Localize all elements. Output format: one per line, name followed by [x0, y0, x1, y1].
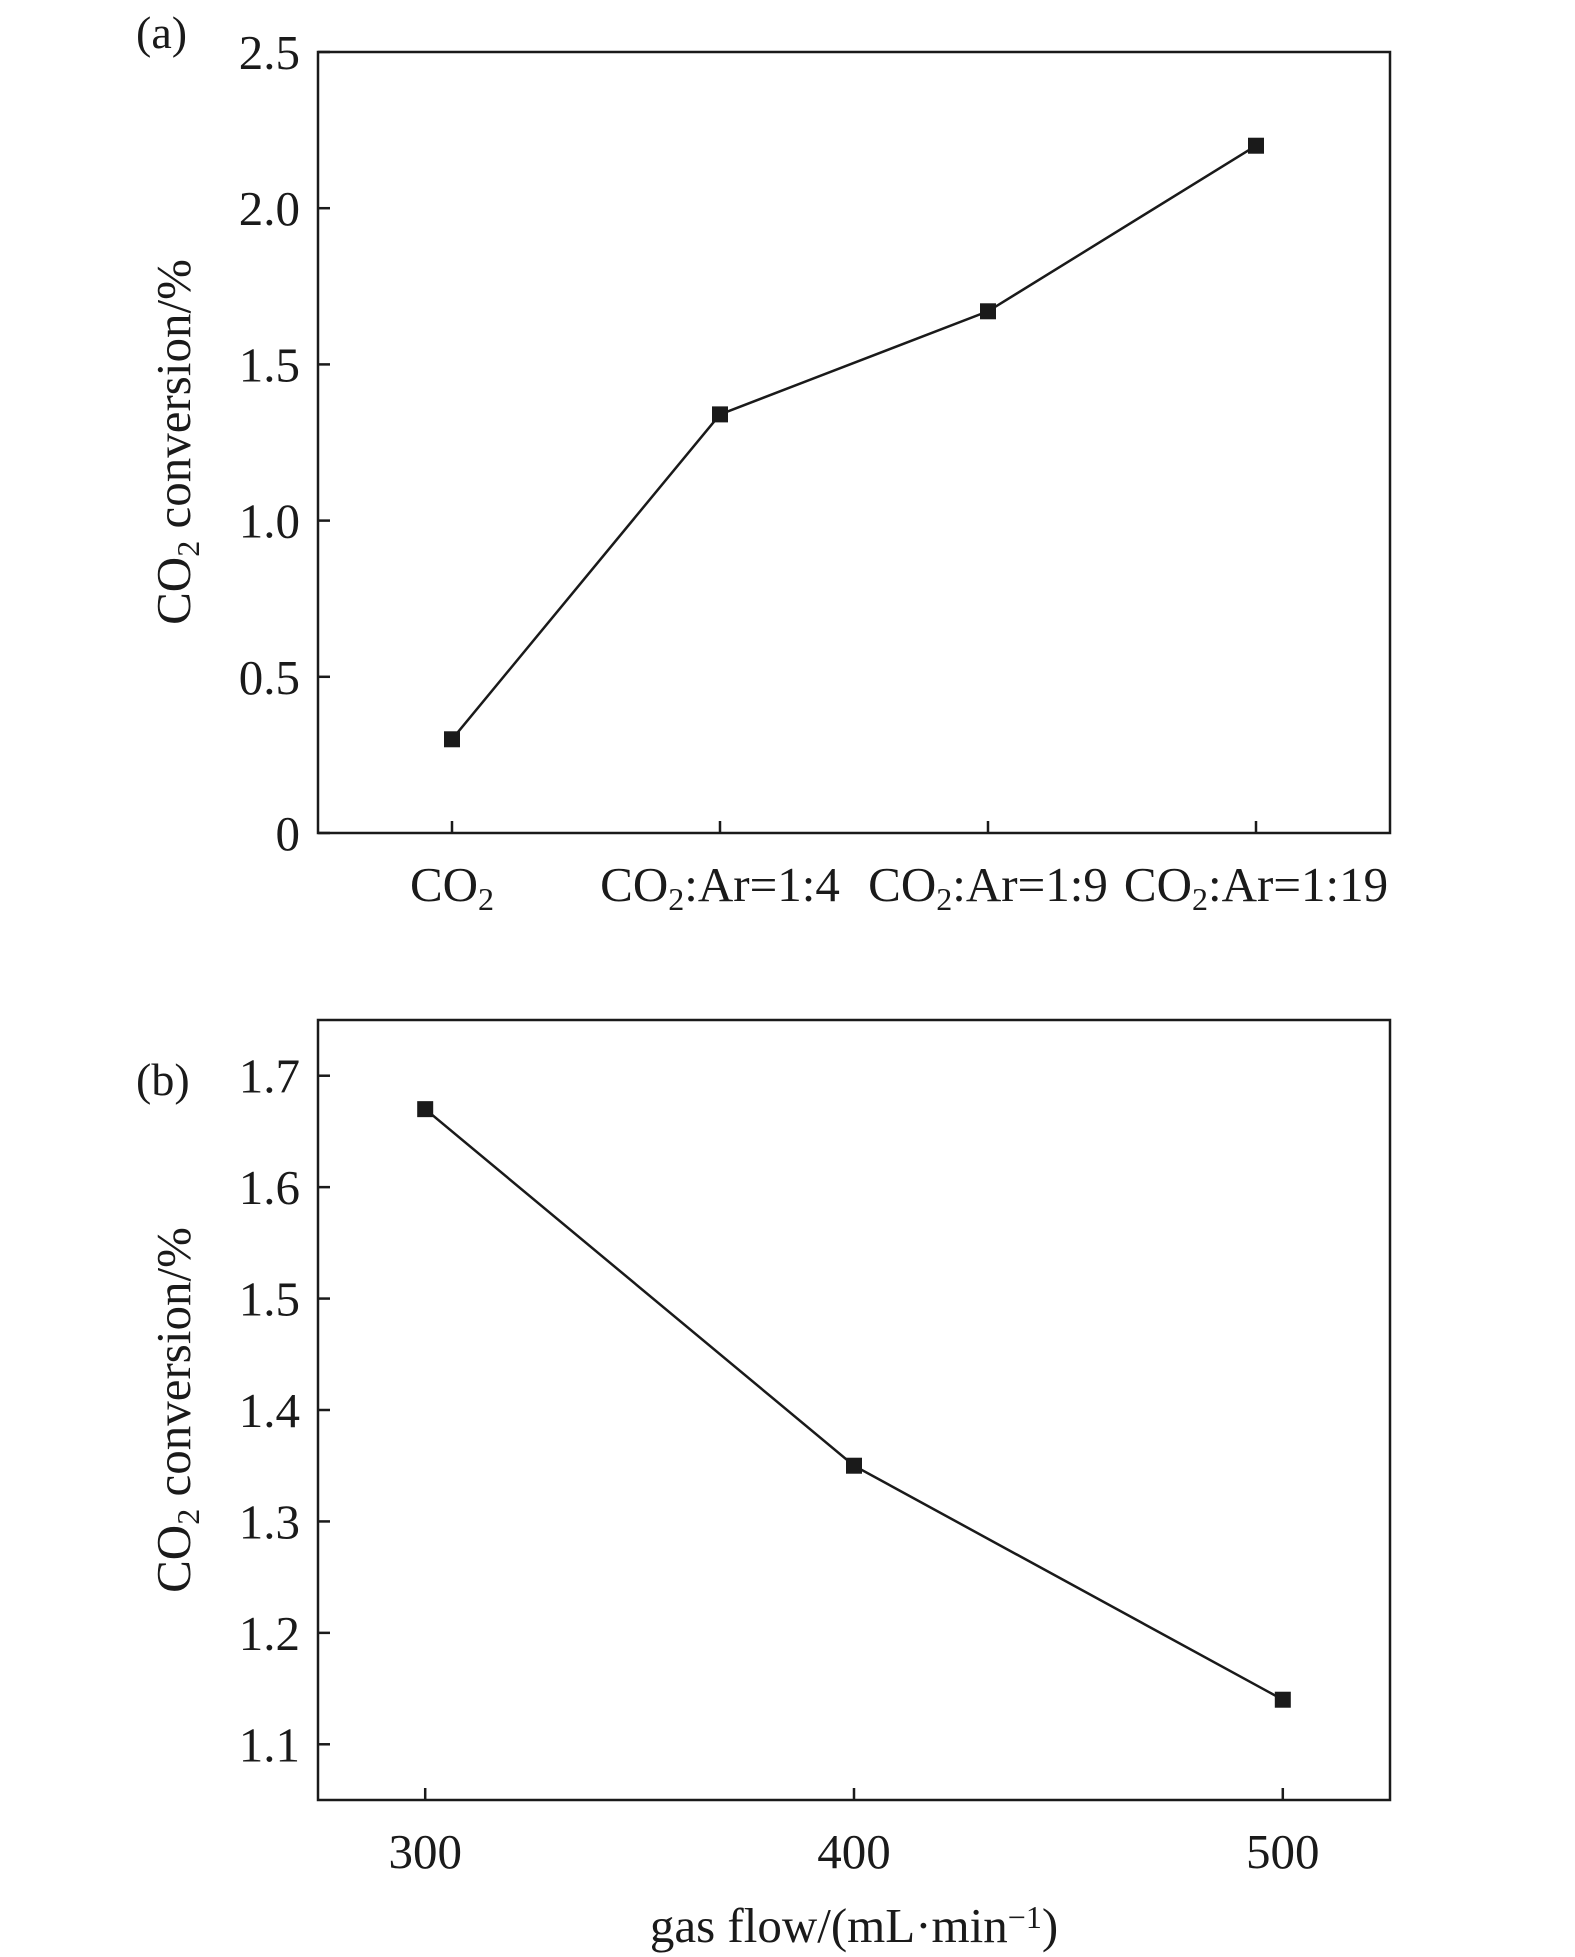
y-tick-label: 1.3 [239, 1494, 300, 1549]
x-tick-label: CO2:Ar=1:19 [1124, 857, 1388, 917]
text-part: −1 [1008, 1899, 1042, 1935]
text-part: gas flow/(mL·min [650, 1898, 1008, 1953]
y-tick-label: 1.4 [239, 1383, 300, 1438]
text-part: 2 [1192, 881, 1208, 917]
x-tick-label: CO2:Ar=1:4 [600, 857, 840, 917]
text-part: CO [410, 857, 478, 912]
data-point [1248, 137, 1264, 154]
y-tick-label: 1.5 [239, 337, 300, 392]
y-tick-label: 2.5 [239, 25, 300, 80]
plot-frame [316, 50, 1392, 835]
y-tick-label: 0 [276, 806, 301, 861]
text-part: CO [600, 857, 668, 912]
y-axis-label: CO2 conversion/% [146, 1227, 206, 1593]
data-point [444, 731, 460, 748]
data-point [712, 406, 728, 423]
text-part: 2 [478, 881, 494, 917]
data-point [846, 1457, 862, 1474]
y-tick-label: 1.7 [239, 1049, 300, 1104]
panel-label: (a) [136, 7, 187, 58]
text-part: CO [146, 557, 201, 625]
y-tick-label: 1.1 [239, 1717, 300, 1772]
series-line [424, 1108, 1284, 1701]
text-part: :Ar=1:19 [1208, 857, 1388, 912]
x-axis-label: gas flow/(mL·min−1) [650, 1898, 1058, 1953]
x-tick-label: 400 [817, 1824, 891, 1879]
y-tick-label: 1.6 [239, 1160, 300, 1215]
text-part: ) [1042, 1898, 1058, 1953]
x-tick-label: CO2 [410, 857, 494, 917]
y-tick-label: 1.5 [239, 1272, 300, 1327]
text-part: CO [146, 1525, 201, 1593]
y-tick-label: 0.5 [239, 650, 300, 705]
y-tick-label: 1.2 [239, 1606, 300, 1661]
text-part: :Ar=1:4 [684, 857, 840, 912]
x-tick-label: 300 [388, 1824, 462, 1879]
text-part: conversion/% [146, 259, 201, 541]
y-tick-label: 2.0 [239, 181, 300, 236]
series-line [451, 144, 1257, 741]
y-axis-label: CO2 conversion/% [146, 259, 206, 625]
data-point [980, 303, 996, 320]
text-part: CO [868, 857, 936, 912]
text-part: 2 [936, 881, 952, 917]
data-point [1274, 1691, 1291, 1708]
text-part: 2 [170, 541, 206, 557]
data-point [417, 1101, 434, 1118]
panel-label: (b) [136, 1054, 190, 1105]
text-part: 2 [668, 881, 684, 917]
plot-frame [316, 1018, 1392, 1802]
text-part: conversion/% [146, 1227, 201, 1509]
text-part: CO [1124, 857, 1192, 912]
chart-panel-b: 1.1 1.2 1.3 1.4 1.5 1.6 1.7 300 400 500 (b) CO2 con… [136, 1018, 1392, 1953]
x-tick-label: CO2:Ar=1:9 [868, 857, 1108, 917]
x-tick-label: 500 [1246, 1824, 1320, 1879]
text-part: 2 [170, 1509, 206, 1525]
y-tick-label: 1.0 [239, 494, 300, 549]
text-part: :Ar=1:9 [952, 857, 1108, 912]
